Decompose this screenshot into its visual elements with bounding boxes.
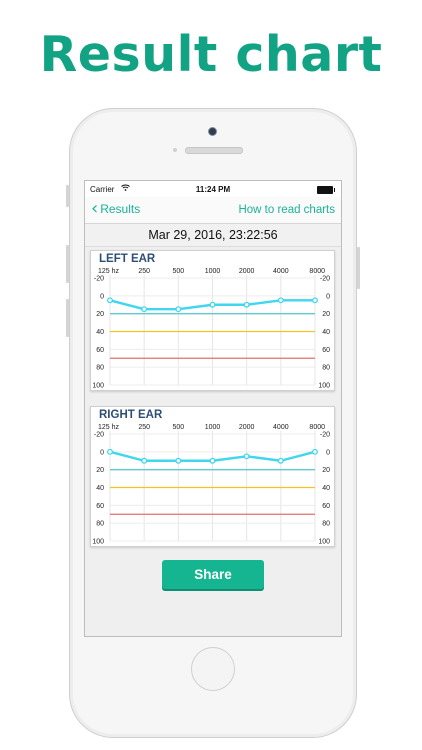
hearing-data-point [141,306,148,313]
app-screen: Carrier 11:24 PM ‹ Results How to read c… [84,180,342,637]
y-tick-label: -20 [94,276,104,283]
x-tick-label: 125 hz [98,268,120,275]
y-tick-label: -20 [94,432,104,439]
y-tick-label: 20 [96,311,104,318]
x-tick-label: 1000 [205,268,221,275]
y-tick-label: 0 [326,293,330,300]
mute-switch [66,185,69,207]
x-tick-label: 1000 [205,424,221,431]
x-tick-label: 4000 [273,268,289,275]
y-tick-label: 20 [322,467,330,474]
x-tick-label: 8000 [309,424,325,431]
back-button-label: Results [100,202,141,216]
y-tick-label: 20 [96,467,104,474]
y-tick-label: 0 [100,449,104,456]
y-tick-label: 60 [322,347,330,354]
y-tick-label: 80 [322,365,330,372]
x-tick-label: 250 [138,268,150,275]
y-tick-label: -20 [320,276,330,283]
how-to-read-charts-link[interactable]: How to read charts [238,204,335,216]
y-tick-label: 40 [96,485,104,492]
right-ear-chart-card: -20 -20 0 0 20 20 40 40 60 60 80 80 100 100 125 hz 250 5… [90,406,335,547]
y-tick-label: 0 [326,449,330,456]
test-date-header: Mar 29, 2016, 23:22:56 [85,224,341,247]
back-button[interactable]: ‹ Results [91,198,141,219]
chart-title: RIGHT EAR [99,409,163,421]
volume-down-button [66,299,69,337]
promo-title: Result chart [39,26,383,83]
y-tick-label: 80 [96,365,104,372]
hearing-data-point [107,297,113,304]
y-tick-label: 0 [100,293,104,300]
carrier-label: Carrier [90,185,115,194]
hearing-data-point [312,297,318,304]
hearing-data-point [107,448,113,455]
hearing-data-point [243,453,250,460]
status-bar: Carrier 11:24 PM [85,181,341,197]
hearing-data-point [209,301,216,308]
left-ear-chart-card: -20 -20 0 0 20 20 40 40 60 60 80 80 100 100 125 hz 250 5… [90,250,335,391]
audiogram-chart: -20 -20 0 0 20 20 40 40 60 60 80 80 100 100 125 hz 250 5… [92,424,330,546]
x-tick-label: 8000 [309,268,325,275]
x-tick-label: 125 hz [98,424,120,431]
y-tick-label: 100 [318,383,330,390]
hearing-data-point [209,457,216,464]
y-tick-label: 100 [92,539,104,546]
power-button [357,247,360,289]
earpiece-speaker [185,147,243,154]
results-content: -20 -20 0 0 20 20 40 40 60 60 80 80 100 100 125 hz 250 5… [85,247,341,636]
y-tick-label: 40 [322,329,330,336]
hearing-data-point [175,457,182,464]
chart-title: LEFT EAR [99,253,156,265]
audiogram-chart: -20 -20 0 0 20 20 40 40 60 60 80 80 100 100 125 hz 250 5… [92,268,330,390]
hearing-data-point [312,448,318,455]
wifi-icon [121,184,130,193]
hearing-data-point [141,457,148,464]
battery-icon [317,186,335,194]
x-tick-label: 250 [138,424,150,431]
y-tick-label: 20 [322,311,330,318]
y-tick-label: 60 [96,503,104,510]
y-tick-label: 80 [96,521,104,528]
y-tick-label: 80 [322,521,330,528]
x-tick-label: 2000 [239,424,255,431]
status-time: 11:24 PM [195,185,231,194]
proximity-sensor [173,148,177,152]
hearing-data-point [277,297,284,304]
front-camera [209,128,216,135]
x-tick-label: 2000 [239,268,255,275]
hearing-data-point [175,306,182,313]
y-tick-label: 40 [96,329,104,336]
y-tick-label: 60 [96,347,104,354]
y-tick-label: 100 [318,539,330,546]
share-button[interactable]: Share [162,560,264,589]
x-tick-label: 4000 [273,424,289,431]
hearing-data-point [243,301,250,308]
y-tick-label: -20 [320,432,330,439]
chevron-left-icon: ‹ [91,198,99,219]
hearing-data-point [277,457,284,464]
home-button[interactable] [191,647,235,691]
x-tick-label: 500 [172,268,184,275]
x-tick-label: 500 [172,424,184,431]
navigation-bar: ‹ Results How to read charts [85,197,341,224]
y-tick-label: 60 [322,503,330,510]
y-tick-label: 40 [322,485,330,492]
phone-frame: Carrier 11:24 PM ‹ Results How to read c… [66,108,360,738]
y-tick-label: 100 [92,383,104,390]
volume-up-button [66,245,69,283]
